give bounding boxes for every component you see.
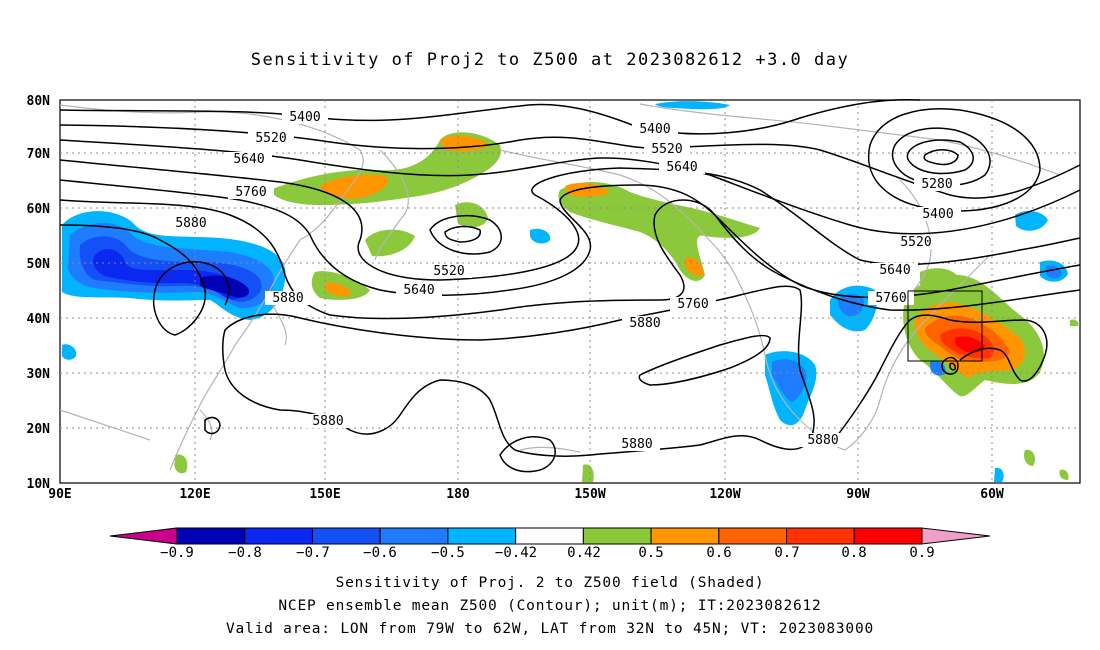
svg-text:5520: 5520 <box>651 142 682 157</box>
caption-line-2: NCEP ensemble mean Z500 (Contour); unit(… <box>278 598 822 614</box>
contour-label: 5640 <box>872 263 918 278</box>
positive-sensitivity-pacific <box>270 132 551 300</box>
svg-text:5880: 5880 <box>621 437 652 452</box>
colorbar-min-arrow <box>109 527 178 545</box>
lat-label: 60N <box>27 202 51 217</box>
contour-label: 5520 <box>426 264 472 279</box>
lon-label: 120W <box>709 487 740 502</box>
colorbar-label: −0.8 <box>228 545 262 561</box>
svg-text:5760: 5760 <box>235 185 266 200</box>
contour-label: 5760 <box>868 291 914 306</box>
svg-text:5760: 5760 <box>677 297 708 312</box>
lon-label: 180 <box>446 487 470 502</box>
colorbar-label: −0.6 <box>363 545 397 561</box>
lon-label: 150W <box>574 487 605 502</box>
svg-text:5640: 5640 <box>666 160 697 175</box>
lon-label: 150E <box>309 487 340 502</box>
colorbar-cell <box>244 527 313 545</box>
contour-labels: 5400 5520 5640 5760 5880 5400 5520 5640 … <box>168 110 961 452</box>
colorbar-label: −0.5 <box>431 545 465 561</box>
contour-label: 5880 <box>614 437 660 452</box>
contour-label: 5880 <box>265 291 311 306</box>
lat-label: 80N <box>27 94 51 109</box>
lon-label: 60W <box>980 487 1004 502</box>
contour-label: 5520 <box>644 142 690 157</box>
colorbar-label: −0.9 <box>160 545 194 561</box>
contour-label: 5880 <box>622 316 668 331</box>
svg-text:5640: 5640 <box>233 152 264 167</box>
colorbar-label: 0.6 <box>706 545 731 561</box>
svg-text:5520: 5520 <box>433 264 464 279</box>
contour-label: 5400 <box>915 207 961 222</box>
contour-label: 5880 <box>168 216 214 231</box>
colorbar-cell <box>447 527 517 545</box>
colorbar-label: 0.42 <box>567 545 601 561</box>
lat-label: 50N <box>27 257 51 272</box>
contour-label: 5880 <box>305 414 351 429</box>
svg-text:5400: 5400 <box>639 122 670 137</box>
valid-area-box <box>907 290 983 362</box>
lon-label: 120E <box>179 487 210 502</box>
map-title: Sensitivity of Proj2 to Z500 at 20230826… <box>250 50 850 70</box>
svg-text:5880: 5880 <box>312 414 343 429</box>
colorbar-cell <box>582 527 652 545</box>
contour-label: 5400 <box>632 122 678 137</box>
svg-text:5400: 5400 <box>289 110 320 125</box>
contour-label: 5280 <box>914 177 960 192</box>
colorbar-label: 0.7 <box>774 545 799 561</box>
lat-label: 30N <box>27 367 51 382</box>
colorbar-label: −0.7 <box>296 545 330 561</box>
contour-label: 5640 <box>226 152 272 167</box>
lon-axis-labels: 90E 120E 150E 180 150W 120W 90W 60W <box>48 487 1004 502</box>
contour-label: 5880 <box>800 433 846 448</box>
lat-label: 20N <box>27 422 51 437</box>
colorbar-label: 0.9 <box>909 545 934 561</box>
contour-label: 5640 <box>659 160 705 175</box>
lat-lon-grid <box>60 100 1080 483</box>
lat-label: 70N <box>27 147 51 162</box>
colorbar-label: 0.5 <box>638 545 663 561</box>
svg-text:5520: 5520 <box>255 131 286 146</box>
colorbar-cell <box>718 527 788 545</box>
contour-label: 5760 <box>670 297 716 312</box>
colorbar-cell <box>853 527 923 545</box>
colorbar-max-arrow <box>921 527 991 545</box>
svg-text:5880: 5880 <box>175 216 206 231</box>
svg-text:5640: 5640 <box>879 263 910 278</box>
positive-sensitivity-atlantic <box>903 268 1079 397</box>
caption-line-1: Sensitivity of Proj. 2 to Z500 field (Sh… <box>335 575 765 591</box>
z500-contours <box>59 98 1081 473</box>
colorbar-label: 0.8 <box>841 545 866 561</box>
contour-label: 5760 <box>228 185 274 200</box>
sensitivity-shading <box>62 101 1079 482</box>
colorbar-label: −0.42 <box>495 545 537 561</box>
contour-label: 5640 <box>396 283 442 298</box>
lat-axis-labels: 80N 70N 60N 50N 40N 30N 20N 10N <box>27 94 51 492</box>
contour-label: 5400 <box>282 110 328 125</box>
svg-text:5880: 5880 <box>272 291 303 306</box>
caption-line-3: Valid area: LON from 79W to 62W, LAT fro… <box>225 621 875 637</box>
contour-label: 5520 <box>248 131 294 146</box>
colorbar-cell <box>515 527 584 545</box>
colorbar-cells <box>176 527 923 545</box>
colorbar-cell <box>379 527 449 545</box>
lat-label: 10N <box>27 477 51 492</box>
svg-text:5760: 5760 <box>875 291 906 306</box>
colorbar-cell <box>650 527 720 545</box>
svg-text:5520: 5520 <box>900 235 931 250</box>
lat-label: 40N <box>27 312 51 327</box>
svg-text:5880: 5880 <box>629 316 660 331</box>
svg-text:5280: 5280 <box>921 177 952 192</box>
svg-text:5400: 5400 <box>922 207 953 222</box>
colorbar-cell <box>786 527 855 545</box>
colorbar-cell <box>176 527 246 545</box>
lon-label: 90W <box>846 487 870 502</box>
colorbar-cell <box>311 527 381 545</box>
svg-text:5640: 5640 <box>403 283 434 298</box>
svg-text:5880: 5880 <box>807 433 838 448</box>
contour-label: 5520 <box>893 235 939 250</box>
lon-label: 90E <box>48 487 71 502</box>
colorbar: −0.9 −0.8 −0.7 −0.6 −0.5 −0.42 0.42 0.5 … <box>109 527 991 561</box>
